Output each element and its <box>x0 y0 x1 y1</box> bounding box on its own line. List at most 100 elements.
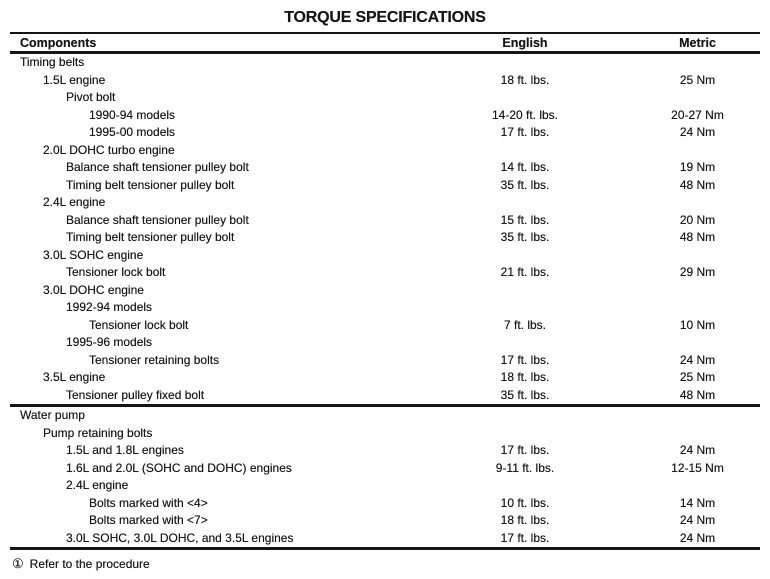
metric-value: 48 Nm <box>679 177 716 192</box>
component-label: 1.6L and 2.0L (SOHC and DOHC) engines <box>66 460 292 475</box>
component-label: 3.5L engine <box>43 370 106 384</box>
metric-value: 25 Nm <box>679 370 716 384</box>
english-value <box>425 247 625 265</box>
component-label: 2.4L engine <box>43 195 106 209</box>
english-value: 7 ft. lbs. <box>503 317 547 332</box>
english-value: 35 ft. lbs. <box>500 177 550 192</box>
component-label: Tensioner pulley fixed bolt <box>66 387 205 402</box>
table-row: Water pump <box>0 407 770 425</box>
table-row: 3.5L engine 18 ft. lbs. 25 Nm <box>0 369 770 387</box>
component-label: Balance shaft tensioner pulley bolt <box>66 160 249 174</box>
table-body: Timing belts 1.5L engine 18 ft. lbs. 25 … <box>0 54 770 547</box>
table-row: 1.5L engine 18 ft. lbs. 25 Nm <box>0 72 770 90</box>
metric-value <box>625 247 770 265</box>
metric-value <box>625 142 770 160</box>
english-value: 35 ft. lbs. <box>500 230 550 244</box>
english-value <box>425 142 625 160</box>
footnote: ① Refer to the procedure <box>0 557 770 571</box>
english-value <box>425 407 625 425</box>
metric-value <box>625 477 770 495</box>
title-underline <box>10 32 760 34</box>
component-label: Tensioner lock bolt <box>89 317 189 332</box>
component-label: 1992-94 models <box>66 300 153 314</box>
metric-value: 29 Nm <box>679 265 716 279</box>
english-value: 18 ft. lbs. <box>500 72 550 87</box>
english-value <box>425 194 625 212</box>
table-row: Tensioner lock bolt 21 ft. lbs. 29 Nm <box>0 264 770 282</box>
english-value <box>425 334 625 352</box>
metric-value: 24 Nm <box>679 352 716 367</box>
component-label: Pivot bolt <box>66 90 116 104</box>
english-value <box>425 425 625 443</box>
metric-value <box>625 425 770 443</box>
column-header-english: English <box>502 35 548 50</box>
metric-value <box>625 54 770 72</box>
table-header: Components English Metric <box>0 34 770 51</box>
english-value: 21 ft. lbs. <box>500 265 550 279</box>
english-value: 35 ft. lbs. <box>500 387 550 402</box>
table-row: 2.4L engine <box>0 194 770 212</box>
metric-value: 19 Nm <box>679 160 716 174</box>
metric-value: 24 Nm <box>679 530 716 545</box>
table-row: Tensioner retaining bolts 17 ft. lbs. 24… <box>0 352 770 370</box>
english-value: 14 ft. lbs. <box>500 160 550 174</box>
footnote-circled-1-icon: ① <box>12 556 24 571</box>
table-row: Timing belts <box>0 54 770 72</box>
component-label: 1995-96 models <box>66 335 153 349</box>
component-label: Pump retaining bolts <box>43 425 153 440</box>
english-value <box>425 282 625 300</box>
english-value: 18 ft. lbs. <box>500 513 550 527</box>
metric-value: 20-27 Nm <box>671 107 724 122</box>
metric-value: 24 Nm <box>679 513 716 527</box>
table-row: 1.6L and 2.0L (SOHC and DOHC) engines 9-… <box>0 460 770 478</box>
table-row: 2.4L engine <box>0 477 770 495</box>
component-label: 1.5L and 1.8L engines <box>66 443 184 457</box>
footnote-text: Refer to the procedure <box>29 557 150 571</box>
column-header-components: Components <box>20 35 97 50</box>
page-title: TORQUE SPECIFICATIONS <box>284 9 486 26</box>
english-value: 15 ft. lbs. <box>500 212 550 227</box>
english-value: 10 ft. lbs. <box>500 495 550 510</box>
metric-value: 24 Nm <box>679 443 716 457</box>
component-label: Bolts marked with <4> <box>89 495 208 510</box>
table-row: 1990-94 models 14-20 ft. lbs. 20-27 Nm <box>0 107 770 125</box>
component-label: 1990-94 models <box>89 107 176 122</box>
english-value <box>425 299 625 317</box>
table-row: 2.0L DOHC turbo engine <box>0 142 770 160</box>
component-label: Tensioner retaining bolts <box>89 352 220 367</box>
component-label: Timing belt tensioner pulley bolt <box>66 177 235 192</box>
component-label: Balance shaft tensioner pulley bolt <box>66 212 249 227</box>
english-value: 14-20 ft. lbs. <box>491 107 559 122</box>
component-label: 3.0L SOHC engine <box>43 247 144 262</box>
metric-value: 48 Nm <box>679 230 716 244</box>
component-label: 3.0L DOHC engine <box>43 282 144 297</box>
table-row: Pivot bolt <box>0 89 770 107</box>
table-row: 1995-96 models <box>0 334 770 352</box>
component-label: 3.0L SOHC, 3.0L DOHC, and 3.5L engines <box>66 530 294 545</box>
table-row: 1995-00 models 17 ft. lbs. 24 Nm <box>0 124 770 142</box>
table-row: 3.0L SOHC engine <box>0 247 770 265</box>
table-row: Timing belt tensioner pulley bolt 35 ft.… <box>0 229 770 247</box>
header-underline <box>10 51 760 54</box>
metric-value <box>625 194 770 212</box>
english-value: 17 ft. lbs. <box>500 352 550 367</box>
metric-value <box>625 334 770 352</box>
table-bottom-rule <box>10 547 760 550</box>
table-row: 1.5L and 1.8L engines 17 ft. lbs. 24 Nm <box>0 442 770 460</box>
english-value: 17 ft. lbs. <box>500 443 550 457</box>
component-label: 2.4L engine <box>66 478 129 492</box>
component-label: Timing belt tensioner pulley bolt <box>66 230 235 244</box>
table-row: 3.0L SOHC, 3.0L DOHC, and 3.5L engines 1… <box>0 530 770 548</box>
table-row: 1992-94 models <box>0 299 770 317</box>
english-value <box>425 477 625 495</box>
english-value <box>425 54 625 72</box>
component-label: Water pump <box>20 408 85 422</box>
table-row: Tensioner lock bolt 7 ft. lbs. 10 Nm <box>0 317 770 335</box>
english-value: 9-11 ft. lbs. <box>495 460 555 475</box>
component-label: 1995-00 models <box>89 125 176 139</box>
metric-value: 20 Nm <box>679 212 716 227</box>
english-value <box>425 89 625 107</box>
metric-value: 24 Nm <box>679 125 716 139</box>
table-row: Bolts marked with <4> 10 ft. lbs. 14 Nm <box>0 495 770 513</box>
